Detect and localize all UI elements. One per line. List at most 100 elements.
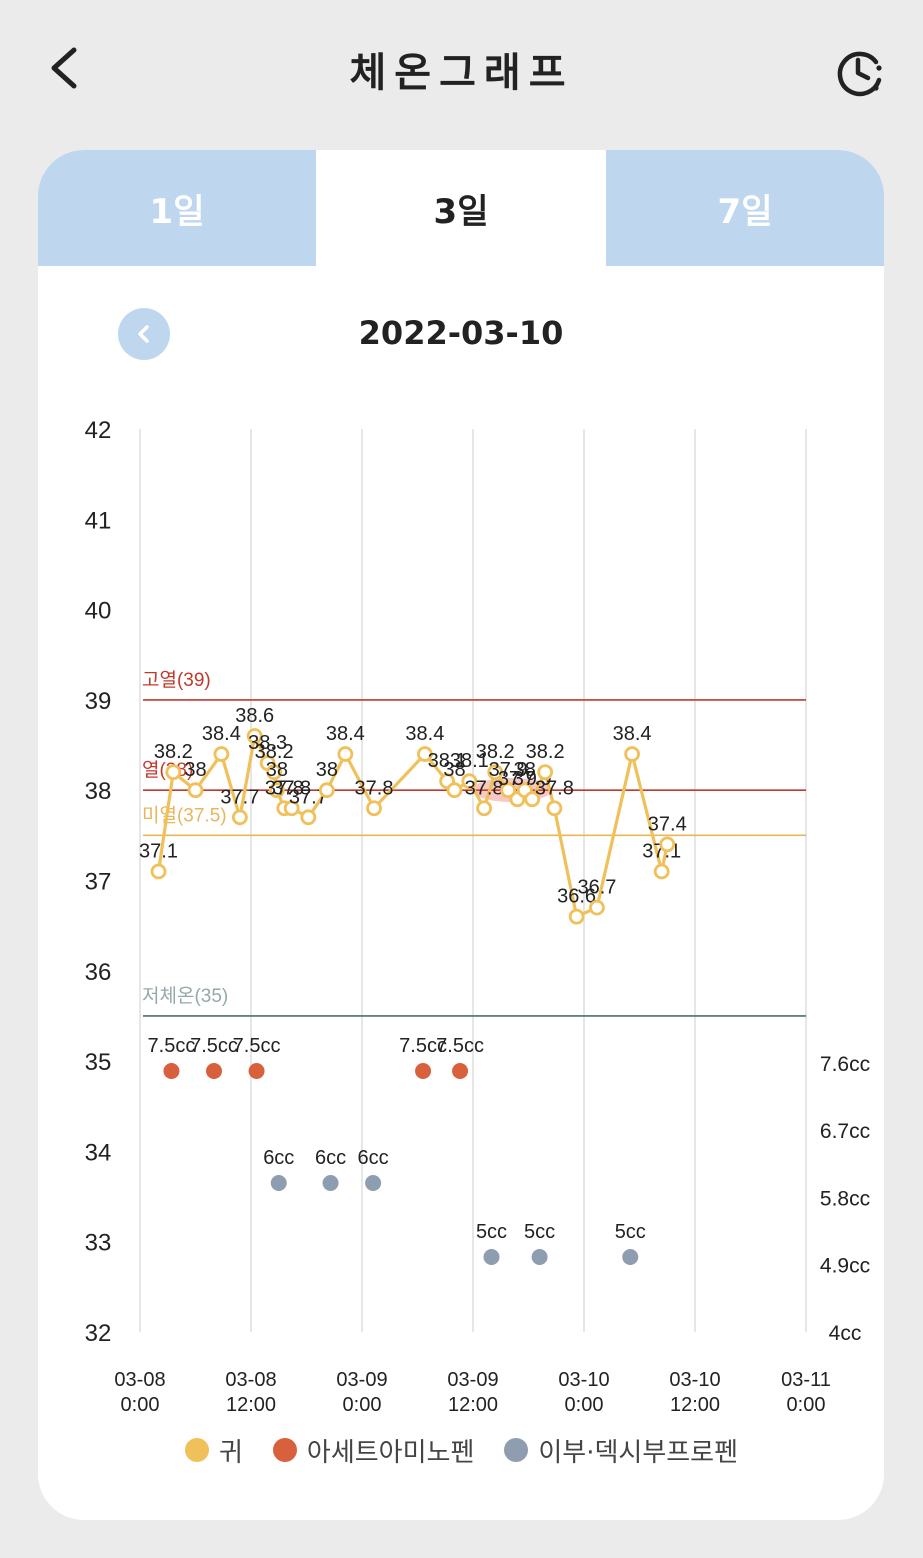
temperature-point — [487, 764, 504, 781]
y-tick-label: 41 — [85, 507, 112, 534]
x-tick-time: 12:00 — [448, 1394, 498, 1416]
current-date: 2022-03-10 — [358, 314, 564, 352]
temperature-point — [283, 800, 300, 817]
temperature-point-label: 37.1 — [139, 840, 178, 862]
threshold-label: 저체온(35) — [142, 985, 228, 1007]
ibuprofen-dose-point — [322, 1175, 339, 1191]
temperature-point-label: 37.7 — [289, 786, 328, 808]
x-tick-date: 03-11 — [781, 1369, 831, 1391]
temperature-point-label: 38.2 — [154, 741, 193, 763]
tab-1-day[interactable]: 1일 — [38, 150, 316, 266]
y-tick-label: 33 — [85, 1230, 112, 1257]
date-navigator: 2022-03-10 — [38, 300, 884, 370]
temperature-point-label: 38.2 — [255, 741, 294, 763]
temperature-point-label: 38 — [266, 759, 288, 781]
temperature-point — [537, 764, 554, 781]
threshold-label: 고열(39) — [142, 669, 211, 691]
acetaminophen-dose-point — [452, 1063, 469, 1079]
legend-label-ibuprofen: 이부·덱시부프로펜 — [538, 1437, 738, 1468]
y-tick-label: 40 — [85, 598, 112, 625]
acetaminophen-dose-label: 7.5cc — [148, 1035, 196, 1057]
y-right-tick-label: 4cc — [829, 1322, 862, 1345]
ibuprofen-dose-label: 6cc — [315, 1147, 346, 1169]
temperature-point-label: 37.8 — [535, 777, 574, 799]
y-tick-label: 35 — [85, 1049, 112, 1076]
temperature-point — [589, 899, 605, 916]
legend-label-acetaminophen: 아세트아미노펜 — [306, 1437, 475, 1468]
tab-7-day[interactable]: 7일 — [606, 150, 884, 266]
temperature-point — [524, 791, 541, 808]
temperature-point — [165, 764, 182, 781]
history-button[interactable] — [832, 44, 888, 100]
chevron-left-icon — [51, 47, 77, 89]
temperature-point-label: 38 — [443, 759, 465, 781]
legend-item-ear: 귀 — [185, 1432, 243, 1469]
y-right-tick-label: 4.9cc — [820, 1255, 870, 1278]
legend-item-acetaminophen: 아세트아미노펜 — [272, 1432, 475, 1469]
temperature-point-label: 37.8 — [355, 777, 394, 799]
acetaminophen-dose-label: 7.5cc — [436, 1035, 484, 1057]
temperature-point — [653, 863, 670, 880]
x-tick-time: 12:00 — [670, 1394, 720, 1416]
y-tick-label: 34 — [85, 1139, 112, 1166]
temperature-point — [366, 800, 382, 817]
x-tick-date: 03-10 — [558, 1369, 609, 1391]
y-right-tick-label: 5.8cc — [820, 1187, 870, 1210]
temperature-point-label: 38.6 — [235, 705, 274, 727]
x-tick-date: 03-08 — [114, 1369, 165, 1391]
x-tick-date: 03-09 — [447, 1369, 498, 1391]
ibuprofen-dose-label: 5cc — [476, 1221, 507, 1243]
ibuprofen-dose-point — [531, 1249, 548, 1265]
temperature-point — [446, 782, 463, 799]
tab-3-day[interactable]: 3일 — [316, 150, 606, 266]
temperature-point-label: 38.1 — [428, 750, 467, 772]
temperature-point — [268, 782, 285, 799]
ibuprofen-dose-label: 5cc — [524, 1221, 555, 1243]
acetaminophen-dose-label: 7.5cc — [399, 1035, 447, 1057]
ibuprofen-dose-point — [270, 1175, 287, 1191]
temperature-point-label: 37.4 — [648, 813, 687, 835]
x-tick-time: 0:00 — [565, 1394, 604, 1416]
x-tick-time: 0:00 — [787, 1394, 826, 1416]
legend-dot-ibuprofen — [504, 1438, 529, 1462]
ibuprofen-dose-label: 6cc — [263, 1147, 294, 1169]
y-tick-label: 38 — [85, 778, 112, 805]
temperature-point — [416, 746, 433, 762]
temperature-point — [500, 782, 517, 799]
temperature-point-label: 36.7 — [577, 877, 616, 899]
acetaminophen-dose-point — [163, 1063, 180, 1079]
acetaminophen-dose-point — [415, 1063, 432, 1079]
temperature-point — [318, 782, 335, 799]
previous-date-button[interactable] — [118, 308, 170, 360]
back-button[interactable] — [40, 40, 96, 96]
temperature-point-label: 37.9 — [489, 759, 528, 781]
y-right-tick-label: 6.7cc — [820, 1120, 870, 1143]
ibuprofen-dose-point — [622, 1249, 639, 1265]
temperature-chart: 03-08 0:00 03-08 12:00 03-09 0:00 03-09 12:00 03… — [85, 417, 870, 1416]
temperature-point — [624, 746, 640, 762]
y-tick-label: 42 — [85, 417, 112, 444]
x-tick-date: 03-10 — [669, 1369, 720, 1391]
temperature-point-label: 38.4 — [202, 723, 241, 745]
x-tick-date: 03-08 — [225, 1369, 276, 1391]
acetaminophen-dose-point — [206, 1063, 222, 1079]
threshold-label: 미열(37.5) — [142, 804, 227, 826]
chart-legend: 귀 아세트아미노펜 이부·덱시부프로펜 — [0, 1425, 923, 1475]
x-tick-time: 0:00 — [343, 1394, 382, 1416]
temperature-point-label: 38 — [316, 759, 338, 781]
ibuprofen-dose-point — [365, 1175, 382, 1191]
temperature-point — [337, 746, 354, 762]
temperature-point-label: 36.6 — [557, 886, 596, 908]
temperature-point-label: 37.8 — [272, 777, 311, 799]
temperature-point-label: 38.1 — [450, 750, 489, 772]
ibuprofen-dose-label: 5cc — [615, 1221, 646, 1243]
temperature-point — [659, 836, 676, 853]
temperature-point — [246, 728, 263, 744]
chevron-left-icon — [138, 325, 149, 343]
legend-dot-ear — [185, 1438, 209, 1462]
temperature-point-label: 38.4 — [405, 723, 444, 745]
temperature-point — [266, 764, 283, 781]
legend-label-ear: 귀 — [219, 1437, 243, 1468]
temperature-point — [150, 863, 167, 880]
temperature-point — [546, 800, 563, 817]
